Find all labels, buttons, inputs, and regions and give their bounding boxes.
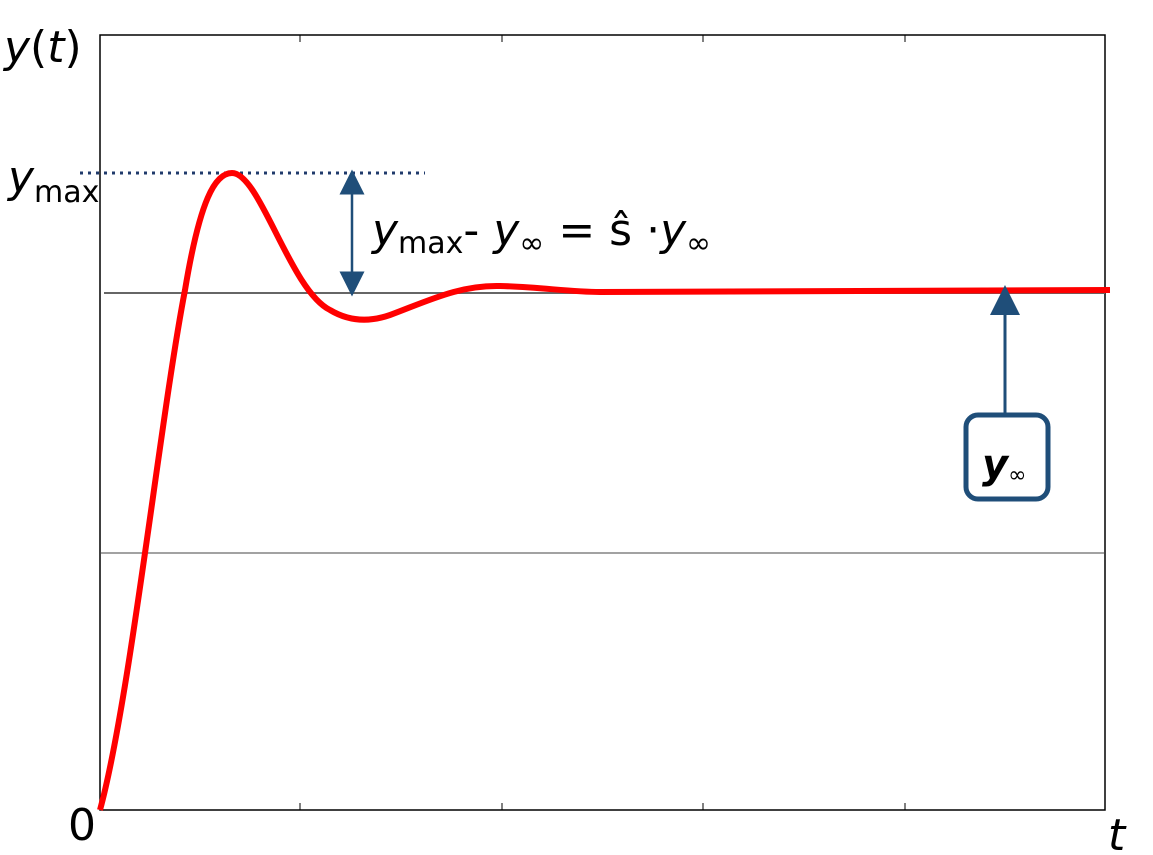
text-part: y (370, 205, 399, 256)
text-part: ) (64, 22, 81, 73)
origin-label: 0 (68, 800, 96, 851)
text-part: ∞ (686, 226, 711, 261)
y-axis-label: y(t) (2, 22, 82, 73)
x-axis-label: t (1108, 810, 1127, 855)
text-part: y (6, 152, 35, 203)
yinf-box (963, 412, 1051, 502)
text-part: = ŝ · (544, 205, 660, 256)
text-part: max (34, 175, 99, 210)
text-part: y (658, 205, 687, 256)
text-part: y (491, 205, 520, 256)
text-part: ( (30, 22, 47, 73)
response-curve (97, 169, 1111, 811)
text-part: max (398, 226, 463, 261)
text-part: ∞ (1008, 463, 1026, 488)
plot-frame (99, 34, 1106, 811)
text-part: y (2, 22, 31, 73)
text-part: ∞ (519, 226, 544, 261)
ymax-label: ymax (6, 152, 99, 210)
text-part: - (463, 205, 493, 256)
yinf-box-label: y∞ (982, 442, 1026, 488)
text-part: t (47, 22, 66, 73)
formula: ymax- y∞ = ŝ ·y∞ (370, 205, 711, 261)
text-part: y (982, 442, 1010, 488)
tick-marks (299, 35, 906, 810)
